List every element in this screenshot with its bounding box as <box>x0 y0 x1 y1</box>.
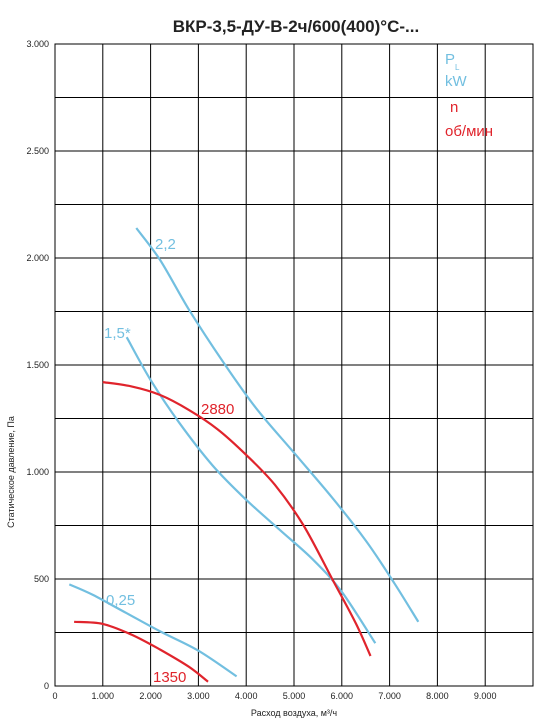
speed-curve-label: 1350 <box>153 669 186 686</box>
x-tick-label: 6.000 <box>331 691 354 701</box>
legend-speed-unit: об/мин <box>445 123 493 140</box>
legend-speed-symbol: n <box>450 99 458 116</box>
curves <box>68 227 420 683</box>
x-tick-label: 7.000 <box>378 691 401 701</box>
x-tick-label: 3.000 <box>187 691 210 701</box>
y-tick-labels: 0 500 1.000 1.500 2.000 2.500 3.000 <box>26 39 49 691</box>
power-curve <box>68 583 238 678</box>
x-tick-label: 4.000 <box>235 691 258 701</box>
y-tick-label: 500 <box>34 574 49 584</box>
chart-title: ВКР-3,5-ДУ-В-2ч/600(400)°С-... <box>173 17 419 36</box>
y-tick-label: 0 <box>44 681 49 691</box>
power-curve-label: 0,25 <box>106 592 135 609</box>
x-tick-label: 5.000 <box>283 691 306 701</box>
y-tick-label: 2.500 <box>26 146 49 156</box>
x-tick-label: 8.000 <box>426 691 449 701</box>
legend: PL kW n об/мин <box>445 51 493 140</box>
power-curve-label: 1,5* <box>104 325 131 342</box>
legend-power-symbol: PL <box>445 51 460 72</box>
y-tick-label: 3.000 <box>26 39 49 49</box>
speed-curve <box>102 381 372 657</box>
y-tick-label: 1.500 <box>26 360 49 370</box>
power-curve-label: 2,2 <box>155 236 176 253</box>
x-tick-label: 1.000 <box>92 691 115 701</box>
y-tick-label: 2.000 <box>26 253 49 263</box>
grid <box>54 43 534 687</box>
speed-curve-label: 2880 <box>201 401 234 418</box>
x-tick-labels: 0 1.000 2.000 3.000 4.000 5.000 6.000 7.000 8.00… <box>52 691 496 701</box>
y-axis-label: Статическое давление, Па <box>6 416 16 528</box>
legend-power-unit: kW <box>445 73 468 90</box>
curve-labels: 2,2 1,5* 0,25 2880 1350 <box>104 236 234 686</box>
x-tick-label: 0 <box>52 691 57 701</box>
y-tick-label: 1.000 <box>26 467 49 477</box>
x-axis-label: Расход воздуха, м³/ч <box>251 708 338 718</box>
power-curve <box>135 227 420 623</box>
x-tick-label: 2.000 <box>139 691 162 701</box>
power-curve <box>125 336 377 644</box>
speed-curve <box>74 620 209 683</box>
x-tick-label: 9.000 <box>474 691 497 701</box>
